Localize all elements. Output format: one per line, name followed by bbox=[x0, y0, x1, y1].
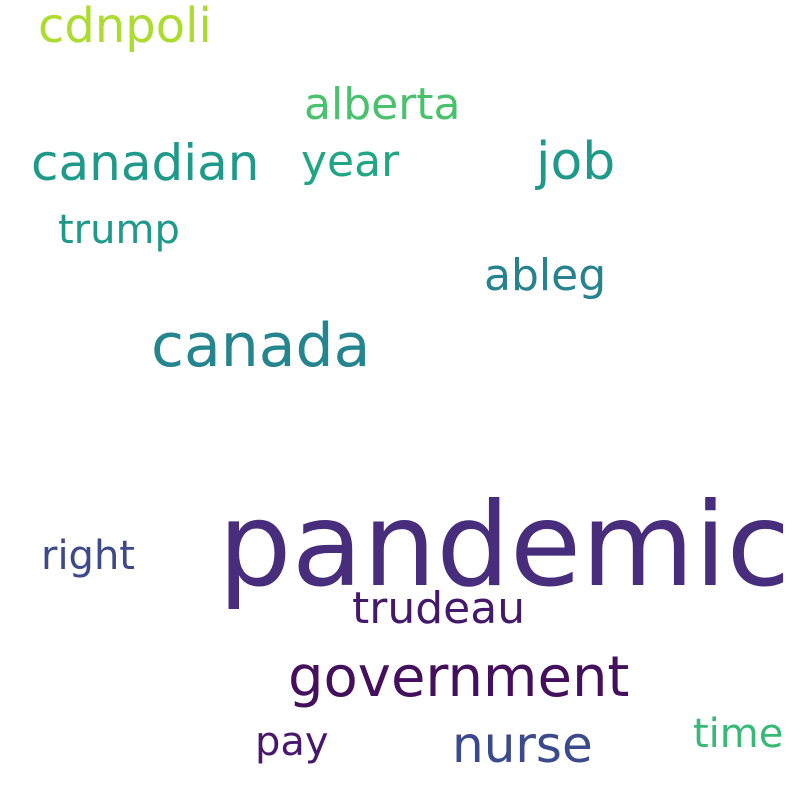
word-pay: pay bbox=[255, 719, 329, 765]
word-time: time bbox=[693, 711, 784, 757]
word-cdnpoli: cdnpoli bbox=[38, 0, 212, 54]
word-nurse: nurse bbox=[452, 716, 593, 774]
word-ableg: ableg bbox=[484, 250, 607, 301]
word-pandemic: pandemic bbox=[218, 478, 791, 613]
word-job: job bbox=[536, 132, 616, 192]
word-government: government bbox=[288, 645, 630, 710]
word-alberta: alberta bbox=[304, 79, 461, 130]
word-trump: trump bbox=[58, 207, 180, 253]
word-canadian: canadian bbox=[31, 134, 260, 192]
word-right: right bbox=[41, 533, 135, 579]
word-trudeau: trudeau bbox=[352, 583, 526, 634]
word-year: year bbox=[301, 136, 400, 187]
word-canada: canada bbox=[151, 311, 371, 381]
